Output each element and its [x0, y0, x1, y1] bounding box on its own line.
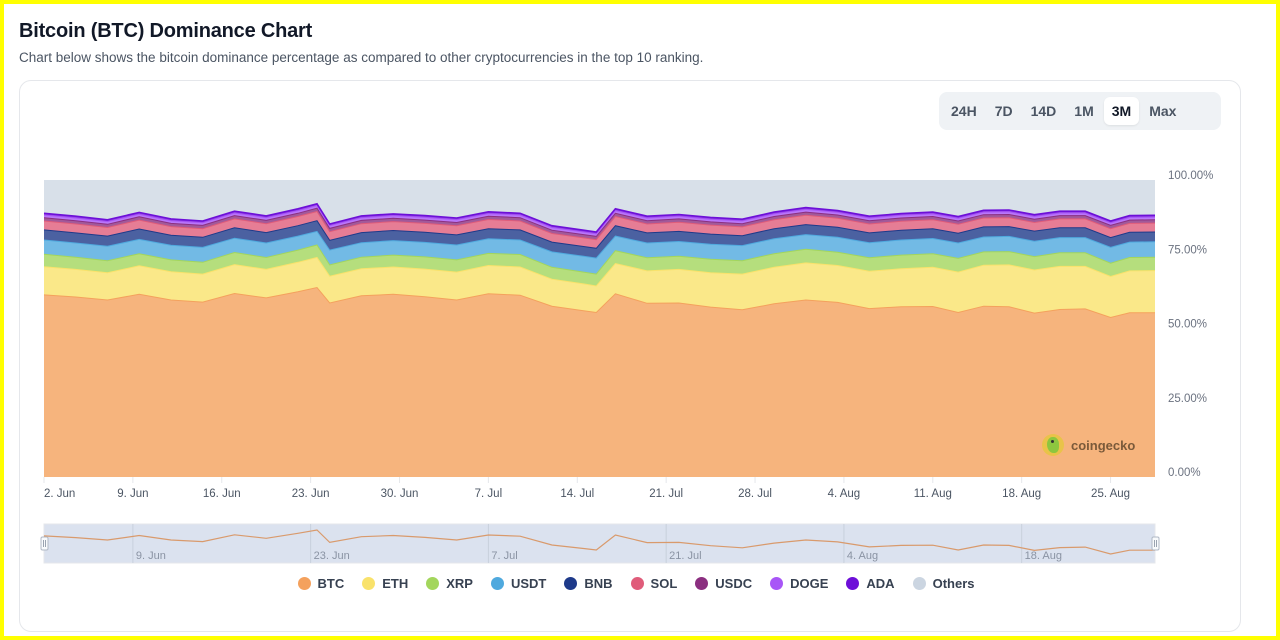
legend-item-doge[interactable]: DOGE [770, 576, 828, 591]
line-usdt [43, 230, 1156, 259]
y-tick-label: 0.00% [1168, 467, 1201, 479]
legend-label: USDT [510, 576, 547, 591]
line-bnb [43, 220, 1156, 249]
line-eth [43, 256, 1156, 287]
legend-item-others[interactable]: Others [912, 576, 975, 591]
navigator-btc-line [43, 529, 1155, 555]
area-others [44, 180, 1155, 232]
x-tick-label: 7. Jul [475, 488, 503, 500]
legend-dot-icon [297, 577, 311, 590]
legend-item-sol[interactable]: SOL [630, 576, 678, 591]
x-tick-label: 18. Aug [1002, 488, 1041, 500]
line-doge [43, 204, 1156, 235]
line-ada [43, 202, 1156, 233]
page-subtitle: Chart below shows the bitcoin dominance … [19, 50, 704, 65]
x-tick-label: 2. Jun [44, 488, 75, 500]
area-xrp [44, 245, 1155, 286]
navigator-handle-right[interactable] [1151, 536, 1160, 551]
legend-label: BTC [317, 576, 345, 591]
legend-label: ADA [866, 576, 895, 591]
legend-dot-icon [846, 577, 860, 590]
navigator-label: 23. Jun [314, 550, 350, 562]
x-tick-label: 25. Aug [1091, 488, 1130, 500]
x-tick-label: 30. Jun [381, 488, 419, 500]
legend-label: SOL [650, 576, 678, 591]
range-button-24h[interactable]: 24H [951, 103, 977, 119]
coingecko-watermark: coingecko [1042, 434, 1135, 456]
legend-item-eth[interactable]: ETH [362, 576, 408, 591]
legend-item-ada[interactable]: ADA [846, 576, 895, 591]
x-tick-label: 9. Jun [117, 488, 148, 500]
navigator-label: 9. Jun [136, 550, 166, 562]
legend-item-btc[interactable]: BTC [297, 576, 345, 591]
y-tick-label: 25.00% [1168, 393, 1207, 405]
x-tick-label: 16. Jun [203, 488, 241, 500]
navigator-label: 7. Jul [491, 550, 517, 562]
line-btc [43, 286, 1155, 319]
area-bnb [44, 220, 1155, 259]
legend-dot-icon [426, 577, 440, 590]
range-button-14d[interactable]: 14D [1030, 103, 1057, 119]
y-axis: 0.00% 25.00% 50.00% 75.00% 100.00% [1168, 170, 1213, 479]
area-sol [44, 211, 1155, 249]
legend-item-xrp[interactable]: XRP [426, 576, 473, 591]
line-xrp [43, 244, 1156, 275]
area-btc [44, 287, 1155, 477]
legend-dot-icon [490, 577, 504, 590]
chart-legend: BTC ETH XRP USDT BNB SOL USDC DOGE ADA Others [0, 576, 1272, 591]
legend-dot-icon [564, 577, 578, 590]
x-axis: 2. Jun 9. Jun 16. Jun 23. Jun 30. Jun 7. Jul 1… [43, 477, 1130, 500]
y-tick-label: 100.00% [1168, 170, 1213, 182]
legend-item-bnb[interactable]: BNB [564, 576, 613, 591]
legend-label: BNB [584, 576, 613, 591]
x-tick-label: 28. Jul [738, 488, 772, 500]
legend-item-usdc[interactable]: USDC [695, 576, 752, 591]
area-eth [44, 257, 1155, 318]
legend-dot-icon [362, 577, 376, 590]
line-usdc [43, 207, 1156, 237]
page-title: Bitcoin (BTC) Dominance Chart [19, 20, 313, 42]
range-button-3m[interactable]: 3M [1103, 97, 1140, 125]
range-button-max[interactable]: Max [1149, 103, 1177, 119]
x-tick-label: 23. Jun [292, 488, 330, 500]
navigator-label: 4. Aug [847, 550, 878, 562]
navigator-label: 21. Jul [669, 550, 701, 562]
range-navigator[interactable]: 9. Jun 23. Jun 7. Jul 21. Jul 4. Aug 18. Aug [40, 523, 1160, 564]
legend-label: DOGE [790, 576, 829, 591]
x-tick-label: 4. Aug [828, 488, 861, 500]
y-tick-label: 50.00% [1168, 319, 1207, 331]
time-range-selector: 24H 7D 14D 1M 3M Max [939, 92, 1221, 130]
x-tick-label: 11. Aug [914, 488, 952, 500]
line-sol [43, 210, 1156, 241]
stacked-areas [43, 180, 1156, 477]
x-tick-label: 21. Jul [649, 488, 683, 500]
legend-item-usdt[interactable]: USDT [490, 576, 547, 591]
legend-dot-icon [912, 577, 926, 590]
watermark-text: coingecko [1071, 437, 1136, 453]
legend-label: XRP [446, 576, 473, 591]
navigator-handle-left[interactable] [40, 536, 49, 551]
legend-dot-icon [770, 577, 784, 590]
range-button-1m[interactable]: 1M [1074, 103, 1094, 119]
legend-label: ETH [382, 576, 409, 591]
legend-label: USDC [715, 576, 753, 591]
navigator-background[interactable] [43, 523, 1156, 564]
navigator-label: 18. Aug [1025, 550, 1062, 562]
range-button-7d[interactable]: 7D [994, 103, 1013, 119]
legend-dot-icon [695, 577, 709, 590]
legend-label: Others [932, 576, 975, 591]
x-tick-label: 14. Jul [560, 488, 594, 500]
coingecko-logo-icon [1042, 434, 1064, 456]
legend-dot-icon [630, 577, 644, 590]
y-tick-label: 75.00% [1168, 244, 1207, 256]
